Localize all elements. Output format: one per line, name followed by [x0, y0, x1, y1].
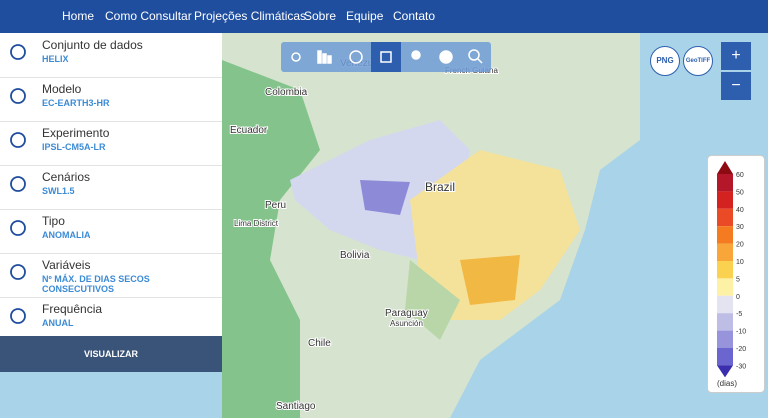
map-label: Chile	[308, 338, 331, 349]
sidebar-item[interactable]: Cenários SWL1.5	[0, 165, 222, 210]
item-value: IPSL-CM5A-LR	[42, 142, 106, 152]
item-label: Cenários	[42, 170, 91, 184]
legend-unit: (dias)	[717, 379, 737, 388]
legend-band	[717, 313, 733, 331]
legend-tick-label: 10	[736, 259, 744, 266]
legend-tick-label: 50	[736, 189, 744, 196]
sidebar: Conjunto de dados HELIX Modelo EC-EARTH3-HR…	[0, 33, 222, 372]
sidebar-item[interactable]: Conjunto de dados HELIX	[0, 33, 222, 78]
legend-tick-label: -10	[736, 329, 746, 336]
sidebar-item[interactable]: Variáveis Nº MÁX. DE DIAS SECOS CONSECUTI…	[0, 253, 222, 298]
nav-link[interactable]: Projeções Climáticas	[194, 9, 307, 23]
item-icon	[10, 88, 26, 104]
sidebar-item[interactable]: Tipo ANOMALIA	[0, 209, 222, 254]
nav-link[interactable]: Contato	[393, 9, 436, 23]
png-button[interactable]: PNG	[650, 46, 680, 76]
item-value: SWL1.5	[42, 186, 75, 196]
legend-band	[717, 348, 733, 366]
legend-band	[717, 174, 733, 192]
item-label: Modelo	[42, 82, 82, 96]
item-icon	[10, 44, 26, 60]
map-label: Ecuador	[230, 125, 268, 136]
legend-tick-label: 20	[736, 242, 744, 249]
legend-tick-label: 40	[736, 207, 744, 214]
legend-tick-label: 30	[736, 224, 744, 231]
legend-tick-label: -30	[736, 363, 746, 370]
legend-tick-label: 5	[736, 276, 740, 283]
legend-band	[717, 191, 733, 209]
legend-cap	[717, 365, 733, 378]
map-label: Santiago	[276, 401, 316, 412]
geotiff-button[interactable]: GeoTIFF	[683, 46, 713, 76]
nav-link[interactable]: Home	[62, 9, 95, 23]
map-label: Colombia	[265, 87, 308, 98]
zoom-in[interactable]: +	[721, 42, 751, 70]
item-label: Conjunto de dados	[42, 38, 143, 52]
map-label: Bolivia	[340, 250, 370, 261]
legend-tick-label: -5	[736, 311, 742, 318]
legend-band	[717, 261, 733, 279]
item-icon	[10, 176, 26, 192]
visualize-button[interactable]: VISUALIZAR	[0, 336, 222, 372]
item-label: Experimento	[42, 126, 110, 140]
map-label: Lima District	[234, 219, 279, 228]
item-icon	[10, 308, 26, 324]
sidebar-item[interactable]: Experimento IPSL-CM5A-LR	[0, 121, 222, 166]
map-label: Paraguay	[385, 308, 428, 319]
legend-band	[717, 208, 733, 227]
nav-bar: Home Como Consultar Projeções Climáticas So…	[0, 0, 768, 33]
item-value: Nº MÁX. DE DIAS SECOS CONSECUTIVOS	[42, 274, 150, 294]
legend-band	[717, 226, 733, 244]
map-label: Brazil	[425, 180, 455, 194]
legend-band	[717, 295, 733, 314]
legend-cap	[717, 161, 733, 174]
item-icon	[10, 220, 26, 236]
legend-tick-label: 0	[736, 294, 740, 301]
legend-band	[717, 278, 733, 296]
item-icon	[10, 132, 26, 148]
item-value: EC-EARTH3-HR	[42, 98, 110, 108]
nav-link[interactable]: Sobre	[304, 9, 337, 23]
legend-tick-label: -20	[736, 346, 746, 353]
item-icon	[10, 264, 26, 280]
item-value: ANOMALIA	[42, 230, 91, 240]
item-value: HELIX	[42, 54, 69, 64]
item-label: Tipo	[42, 214, 65, 228]
item-label: Frequência	[42, 302, 103, 316]
legend-tick-label: 60	[736, 172, 744, 179]
item-value: ANUAL	[42, 318, 74, 328]
nav-link[interactable]: Equipe	[346, 9, 384, 23]
map-label: Peru	[265, 200, 286, 211]
item-label: Variáveis	[42, 258, 91, 272]
zoom-out[interactable]: −	[721, 72, 751, 100]
legend-band	[717, 330, 733, 348]
map-label: Asunción	[390, 319, 423, 328]
sidebar-item[interactable]: Modelo EC-EARTH3-HR	[0, 77, 222, 122]
legend-band	[717, 243, 733, 261]
toolbar	[281, 42, 491, 72]
nav-link[interactable]: Como Consultar	[105, 9, 192, 23]
